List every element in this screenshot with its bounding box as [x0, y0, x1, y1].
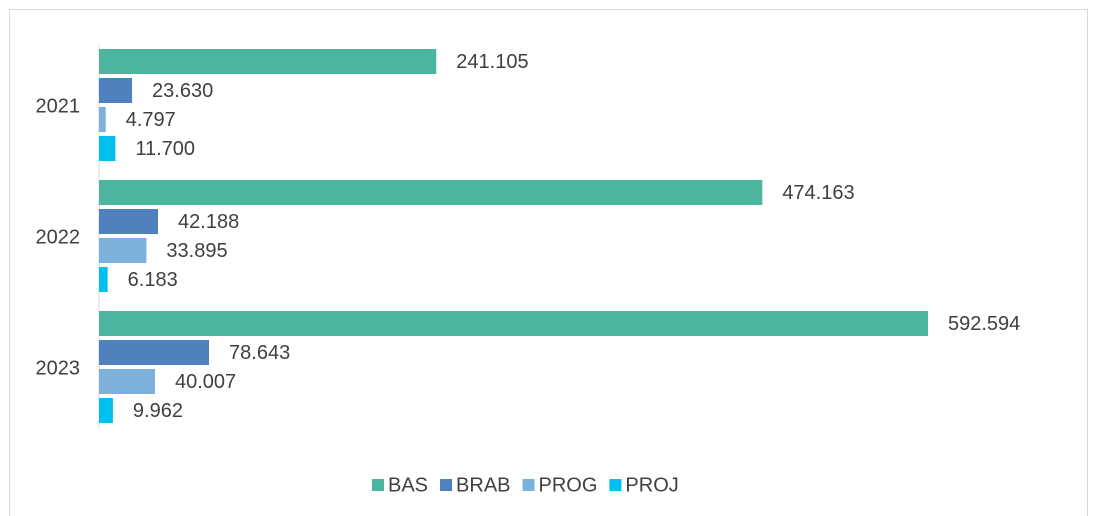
bar: [99, 209, 159, 234]
category-label: 2023: [36, 357, 81, 379]
bar: [99, 78, 133, 103]
legend-swatch: [440, 479, 453, 491]
bar: [99, 107, 106, 132]
bar: [99, 180, 763, 205]
legend-label: PROG: [539, 474, 598, 496]
data-label: 4.797: [126, 109, 176, 131]
legend-swatch: [372, 479, 384, 491]
category-label: 2022: [36, 226, 81, 248]
data-label: 11.700: [135, 138, 195, 160]
data-label: 241.105: [456, 51, 528, 73]
data-label: 42.188: [178, 211, 239, 233]
data-label: 9.962: [133, 400, 183, 422]
data-label: 23.630: [152, 80, 213, 102]
data-label: 474.163: [782, 182, 854, 204]
category-label: 2021: [36, 95, 81, 117]
legend-label: BAS: [388, 474, 428, 496]
bar: [99, 311, 928, 336]
legend-swatch: [522, 479, 535, 491]
legend-label: BRAB: [456, 474, 510, 496]
data-label: 33.895: [166, 240, 227, 262]
bar: [99, 136, 116, 161]
bar: [99, 49, 437, 74]
data-label: 592.594: [948, 313, 1020, 335]
data-label: 6.183: [128, 269, 178, 291]
bar: [99, 340, 210, 365]
data-label: 40.007: [175, 371, 236, 393]
bar: [99, 238, 147, 263]
bar: [99, 369, 155, 394]
legend-swatch: [609, 479, 622, 491]
legend-label: PROJ: [625, 474, 678, 496]
chart-frame: [9, 9, 1088, 516]
bar: [99, 267, 108, 292]
data-label: 78.643: [229, 342, 290, 364]
bar: [99, 398, 113, 423]
